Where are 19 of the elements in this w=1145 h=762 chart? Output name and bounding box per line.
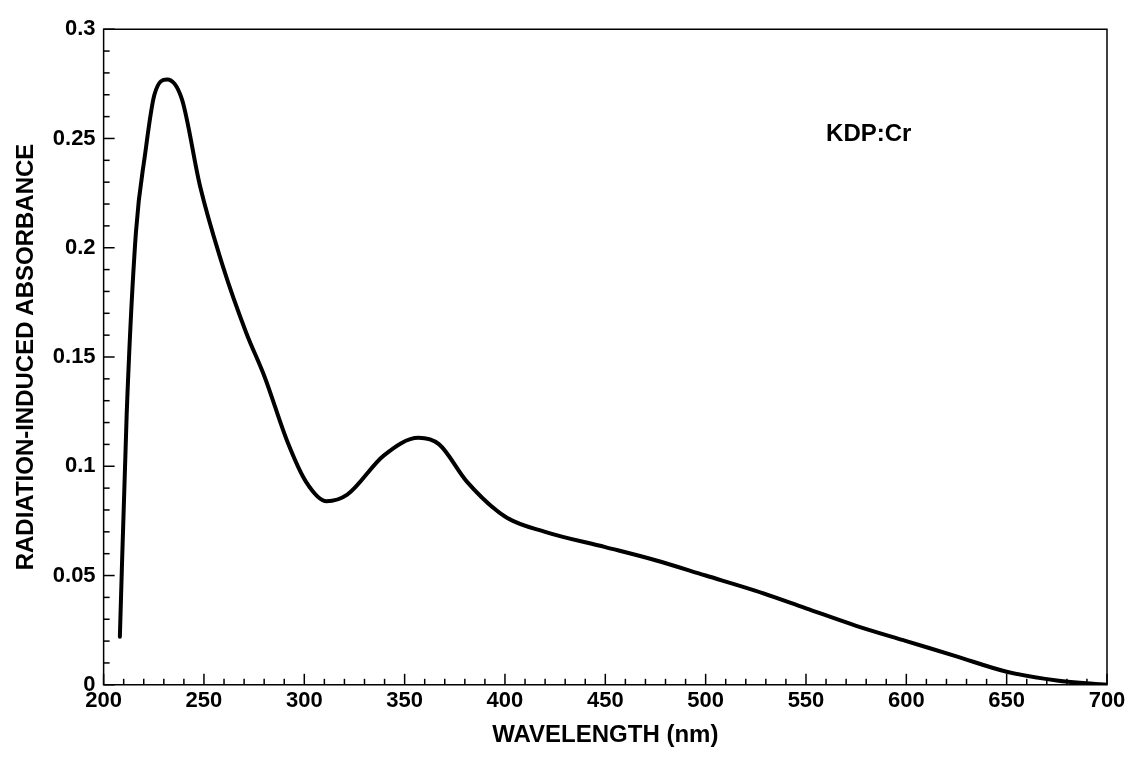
annotation: KDP:Cr [826, 118, 912, 146]
y-tick-label: 0.15 [52, 343, 96, 369]
x-tick-label: 300 [285, 687, 323, 713]
x-tick-label: 650 [988, 687, 1026, 713]
x-tick-label: 700 [1088, 687, 1126, 713]
y-tick-label: 0.05 [52, 561, 96, 587]
y-tick-label: 0.3 [65, 15, 96, 41]
x-axis-title: WAVELENGTH (nm) [492, 720, 719, 748]
x-tick-label: 500 [687, 687, 725, 713]
x-tick-label: 400 [486, 687, 524, 713]
y-tick-label: 0.2 [65, 233, 96, 259]
x-tick-label: 550 [787, 687, 825, 713]
x-tick-label: 450 [586, 687, 624, 713]
y-tick-label: 0.1 [65, 452, 96, 478]
x-tick-label: 250 [185, 687, 223, 713]
y-axis-title: RADIATION-INDUCED ABSORBANCE [11, 143, 39, 571]
y-tick-label: 0.25 [52, 124, 96, 150]
x-tick-label: 350 [386, 687, 423, 713]
x-tick-label: 600 [887, 687, 925, 713]
